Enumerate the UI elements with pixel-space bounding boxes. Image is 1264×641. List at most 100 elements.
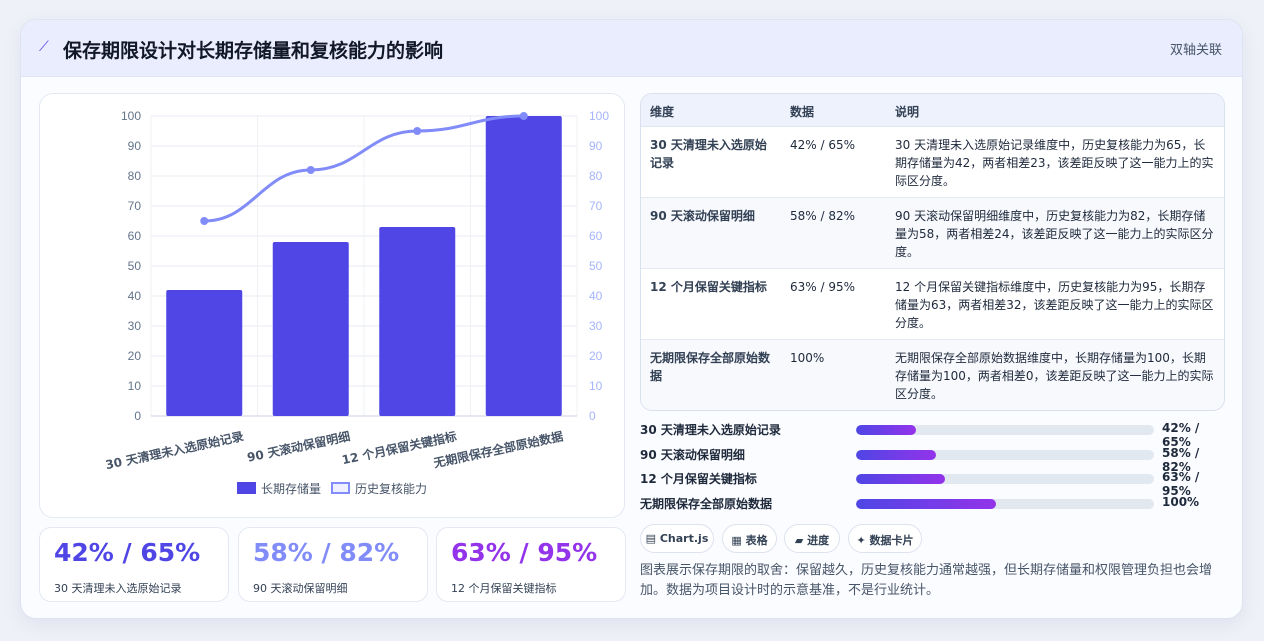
y-tick-label: 30 [128, 319, 142, 333]
bar [166, 290, 243, 416]
table-header: 维度 数据 说明 [641, 94, 1224, 127]
kpi-card: 63% / 95% 12 个月保留关键指标 [436, 527, 626, 602]
progress-value: 63% / 95% [1162, 470, 1200, 498]
y-tick-label: 100 [121, 109, 141, 123]
y2-tick-label: 20 [589, 349, 603, 363]
y2-tick-label: 0 [589, 409, 596, 423]
combo-chart: 0 0 10 10 20 20 30 30 40 40 50 50 60 60 70 70 80 80 90 90 10… [104, 109, 609, 496]
progress-value: 100% [1162, 495, 1200, 509]
row-dimension: 无期限保存全部原始数据 [650, 351, 771, 383]
kpi-card: 58% / 82% 90 天滚动保留明细 [238, 527, 428, 602]
progress-track [856, 450, 1154, 460]
series-line [204, 114, 524, 223]
row-data: 58% / 82% [790, 209, 856, 223]
x-tick-label: 30 天清理未入选原始记录 [104, 428, 245, 472]
chip-chartjs[interactable]: ▤ Chart.js [640, 524, 714, 553]
y-tick-label: 50 [128, 259, 142, 273]
row-dimension: 90 天滚动保留明细 [650, 209, 755, 223]
progress-value: 42% / 65% [1162, 421, 1200, 449]
kpi-label: 30 天清理未入选原始记录 [54, 582, 182, 595]
progress-fill [856, 499, 997, 509]
column-header: 说明 [895, 105, 920, 119]
kpi-value: 42% / 65% [54, 538, 201, 567]
table-icon: ▦ [731, 534, 742, 547]
page-title: 保存期限设计对长期存储量和复核能力的影响 [63, 40, 444, 62]
progress-icon: ▰ [794, 534, 804, 547]
legend-swatch [237, 482, 256, 494]
row-description: 无期限保存全部原始数据维度中，长期存储量为100，长期存储量为100，两者相差0… [895, 351, 1214, 401]
kpi-label: 90 天滚动保留明细 [253, 582, 348, 595]
chart-panel: 0 0 10 10 20 20 30 30 40 40 50 50 60 60 70 70 80 80 90 90 10… [39, 93, 625, 518]
y-tick-label: 40 [128, 289, 142, 303]
y2-tick-label: 50 [589, 259, 603, 273]
kpi-value: 58% / 82% [253, 538, 400, 567]
progress-track [856, 499, 1154, 509]
y2-tick-label: 30 [589, 319, 603, 333]
line-point [413, 127, 422, 135]
y-tick-label: 80 [128, 169, 142, 183]
legend-label: 长期存储量 [261, 481, 321, 496]
trend-icon: ⟋ [39, 39, 49, 55]
bar [272, 242, 349, 416]
progress-fill [856, 425, 916, 435]
y-tick-label: 60 [128, 229, 142, 243]
kpi-value: 63% / 95% [451, 538, 598, 567]
kpi-label: 12 个月保留关键指标 [451, 582, 557, 595]
y-tick-label: 90 [128, 139, 142, 153]
column-header: 数据 [790, 105, 815, 119]
y-tick-label: 70 [128, 199, 142, 213]
card-header: ⟋ 保存期限设计对长期存储量和复核能力的影响 双轴关联 [21, 20, 1242, 77]
chip-label: Chart.js [659, 532, 709, 545]
y-tick-label: 10 [128, 379, 142, 393]
progress-value: 58% / 82% [1162, 446, 1200, 474]
progress-row: 30 天清理未入选原始记录 42% / 65% [640, 418, 1225, 449]
y2-tick-label: 60 [589, 229, 603, 243]
y2-tick-label: 40 [589, 289, 603, 303]
x-tick-label: 90 天滚动保留明细 [246, 428, 352, 464]
table-row: 无期限保存全部原始数据 100% 无期限保存全部原始数据维度中，长期存储量为10… [641, 340, 1224, 410]
chart-icon: ▤ [645, 532, 657, 545]
legend-label: 历史复核能力 [355, 482, 427, 496]
row-dimension: 30 天清理未入选原始记录 [650, 138, 767, 170]
bar [379, 227, 456, 416]
table-row: 12 个月保留关键指标 63% / 95% 12 个月保留关键指标维度中，历史复… [641, 269, 1224, 340]
progress-row: 90 天滚动保留明细 58% / 82% [640, 443, 1225, 474]
y2-tick-label: 10 [589, 379, 603, 393]
footnote: 图表展示保存期限的取舍：保留越久，历史复核能力通常越强，但长期存储量和权限管理负… [640, 563, 1213, 598]
y-tick-label: 20 [128, 349, 142, 363]
chip-data-card[interactable]: ✦ 数据卡片 [848, 524, 922, 553]
y2-tick-label: 100 [589, 109, 609, 123]
progress-fill [856, 450, 937, 460]
y2-tick-label: 70 [589, 199, 603, 213]
card-icon: ✦ [856, 534, 866, 547]
line-point [519, 112, 528, 120]
chip-label: 数据卡片 [869, 534, 914, 547]
chip-label: 表格 [745, 534, 768, 547]
row-data: 63% / 95% [790, 280, 856, 294]
row-description: 90 天滚动保留明细维度中，历史复核能力为82，长期存储量为58，两者相差24，… [895, 209, 1214, 259]
progress-label: 无期限保存全部原始数据 [640, 497, 773, 511]
progress-track [856, 474, 1154, 484]
row-data: 100% [790, 351, 825, 365]
progress-label: 30 天清理未入选原始记录 [640, 423, 781, 437]
legend-swatch [331, 482, 350, 494]
chip-table[interactable]: ▦ 表格 [722, 524, 777, 553]
kpi-card: 42% / 65% 30 天清理未入选原始记录 [39, 527, 229, 602]
dashboard-card: ⟋ 保存期限设计对长期存储量和复核能力的影响 双轴关联 0 0 10 10 20 20 30… [20, 19, 1243, 619]
column-header: 维度 [650, 105, 675, 119]
table-row: 90 天滚动保留明细 58% / 82% 90 天滚动保留明细维度中，历史复核能… [641, 198, 1224, 269]
row-dimension: 12 个月保留关键指标 [650, 280, 767, 294]
row-description: 30 天清理未入选原始记录维度中，历史复核能力为65，长期存储量为42，两者相差… [895, 138, 1214, 188]
bar [485, 116, 562, 416]
row-data: 42% / 65% [790, 138, 856, 152]
y-tick-label: 0 [134, 409, 141, 423]
progress-row: 12 个月保留关键指标 63% / 95% [640, 467, 1225, 498]
progress-track [856, 425, 1154, 435]
chip-progress[interactable]: ▰ 进度 [784, 524, 840, 553]
row-description: 12 个月保留关键指标维度中，历史复核能力为95，长期存储量为63，两者相差32… [895, 280, 1214, 330]
progress-label: 90 天滚动保留明细 [640, 448, 745, 462]
dual-axis-tag: 双轴关联 [1169, 43, 1222, 58]
progress-row: 无期限保存全部原始数据 100% [640, 492, 1225, 514]
table-row: 30 天清理未入选原始记录 42% / 65% 30 天清理未入选原始记录维度中… [641, 127, 1224, 198]
progress-fill [856, 474, 946, 484]
